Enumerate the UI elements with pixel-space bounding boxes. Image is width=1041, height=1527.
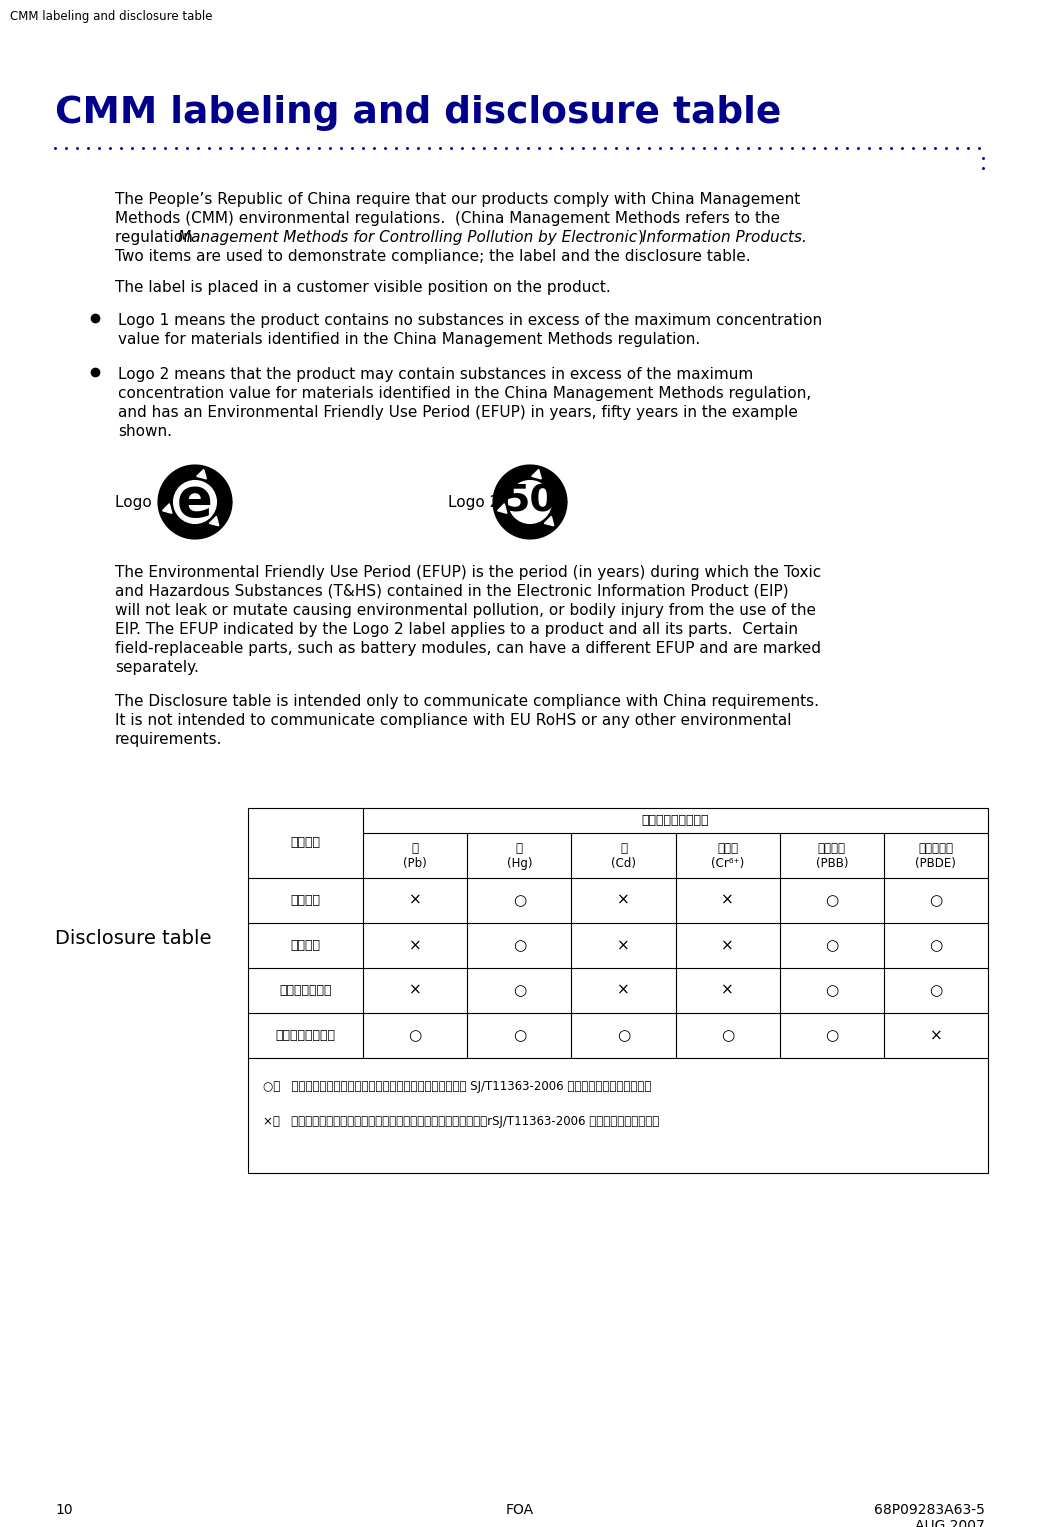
Text: Management Methods for Controlling Pollution by Electronic Information Products.: Management Methods for Controlling Pollu… xyxy=(178,231,807,244)
Text: AUG 2007: AUG 2007 xyxy=(915,1519,985,1527)
Text: and has an Environmental Friendly Use Period (EFUP) in years, fifty years in the: and has an Environmental Friendly Use Pe… xyxy=(118,405,797,420)
Text: ○: ○ xyxy=(930,983,942,999)
Circle shape xyxy=(508,479,552,524)
Text: ○: ○ xyxy=(512,893,526,909)
Polygon shape xyxy=(498,504,507,513)
Polygon shape xyxy=(544,516,554,525)
Text: ○: ○ xyxy=(408,1028,422,1043)
Text: Logo 1 means the product contains no substances in excess of the maximum concent: Logo 1 means the product contains no sub… xyxy=(118,313,822,328)
Text: ○: ○ xyxy=(512,1028,526,1043)
Text: shown.: shown. xyxy=(118,425,172,438)
Text: ×: × xyxy=(721,893,734,909)
Text: 多溡联苯
(PBB): 多溡联苯 (PBB) xyxy=(815,841,848,869)
Text: ○：   表示该有毒有害物质在该部件所有均质材料中的含量均在 SJ/T11363-2006 标准规定的限量要求以下。: ○： 表示该有毒有害物质在该部件所有均质材料中的含量均在 SJ/T11363-2… xyxy=(263,1080,652,1093)
Text: ×: × xyxy=(721,983,734,999)
Text: Two items are used to demonstrate compliance; the label and the disclosure table: Two items are used to demonstrate compli… xyxy=(115,249,751,264)
Text: 镟
(Cd): 镟 (Cd) xyxy=(611,841,636,869)
Text: 铅
(Pb): 铅 (Pb) xyxy=(403,841,427,869)
Text: The label is placed in a customer visible position on the product.: The label is placed in a customer visibl… xyxy=(115,279,611,295)
Text: ○: ○ xyxy=(721,1028,734,1043)
Text: 电缆及电缆组件: 电缆及电缆组件 xyxy=(279,983,332,997)
Text: 有毒有害物质或元素: 有毒有害物质或元素 xyxy=(641,814,709,828)
Text: 塑料和聚合物部件: 塑料和聚合物部件 xyxy=(276,1029,335,1041)
Text: 六价钓
(Cr⁶⁺): 六价钓 (Cr⁶⁺) xyxy=(711,841,744,869)
Text: ×: × xyxy=(930,1028,942,1043)
Text: ○: ○ xyxy=(930,893,942,909)
Text: ×：   表示该有毒有害物质至少在该部件的某一均质材料中的含量超出rSJ/T11363-2006 标准规定的限量要求。: ×： 表示该有毒有害物质至少在该部件的某一均质材料中的含量超出rSJ/T1136… xyxy=(263,1115,659,1128)
Text: ×: × xyxy=(721,938,734,953)
Text: separately.: separately. xyxy=(115,660,199,675)
Text: FOA: FOA xyxy=(506,1503,534,1516)
Text: ×: × xyxy=(409,983,422,999)
Text: ×: × xyxy=(617,893,630,909)
Polygon shape xyxy=(158,466,232,539)
Text: 10: 10 xyxy=(55,1503,73,1516)
Text: 汞
(Hg): 汞 (Hg) xyxy=(507,841,532,869)
Text: ): ) xyxy=(638,231,644,244)
Text: ×: × xyxy=(409,938,422,953)
Bar xyxy=(248,808,988,1173)
Text: and Hazardous Substances (T&HS) contained in the Electronic Information Product : and Hazardous Substances (T&HS) containe… xyxy=(115,583,789,599)
Text: ○: ○ xyxy=(512,983,526,999)
Text: The People’s Republic of China require that our products comply with China Manag: The People’s Republic of China require t… xyxy=(115,192,801,208)
Text: ○: ○ xyxy=(826,893,838,909)
Text: ○: ○ xyxy=(616,1028,630,1043)
Text: ○: ○ xyxy=(512,938,526,953)
Text: Methods (CMM) environmental regulations.  (China Management Methods refers to th: Methods (CMM) environmental regulations.… xyxy=(115,211,780,226)
Text: 68P09283A63-5: 68P09283A63-5 xyxy=(874,1503,985,1516)
Text: ×: × xyxy=(617,938,630,953)
Text: ○: ○ xyxy=(826,983,838,999)
Polygon shape xyxy=(209,516,219,525)
Text: EIP. The EFUP indicated by the Logo 2 label applies to a product and all its par: EIP. The EFUP indicated by the Logo 2 la… xyxy=(115,621,798,637)
Text: concentration value for materials identified in the China Management Methods reg: concentration value for materials identi… xyxy=(118,386,811,402)
Text: ○: ○ xyxy=(930,938,942,953)
Text: CMM labeling and disclosure table: CMM labeling and disclosure table xyxy=(55,95,782,131)
Text: Logo 2 means that the product may contain substances in excess of the maximum: Logo 2 means that the product may contai… xyxy=(118,366,754,382)
Text: regulation: regulation xyxy=(115,231,198,244)
Text: will not leak or mutate causing environmental pollution, or bodily injury from t: will not leak or mutate causing environm… xyxy=(115,603,816,618)
Text: 50: 50 xyxy=(504,483,557,519)
Text: The Environmental Friendly Use Period (EFUP) is the period (in years) during whi: The Environmental Friendly Use Period (E… xyxy=(115,565,821,580)
Text: ○: ○ xyxy=(826,1028,838,1043)
Text: Logo 1: Logo 1 xyxy=(115,495,167,510)
Text: 金属部件: 金属部件 xyxy=(290,893,321,907)
Text: 部件名称: 部件名称 xyxy=(290,837,321,849)
Text: 多溡二苯醚
(PBDE): 多溡二苯醚 (PBDE) xyxy=(915,841,957,869)
Polygon shape xyxy=(493,466,567,539)
Text: ○: ○ xyxy=(826,938,838,953)
Polygon shape xyxy=(532,469,541,479)
Text: ×: × xyxy=(617,983,630,999)
Text: field-replaceable parts, such as battery modules, can have a different EFUP and : field-replaceable parts, such as battery… xyxy=(115,641,821,657)
Text: Disclosure table: Disclosure table xyxy=(55,928,211,947)
Polygon shape xyxy=(197,469,206,479)
Polygon shape xyxy=(162,504,172,513)
Text: CMM labeling and disclosure table: CMM labeling and disclosure table xyxy=(10,11,212,23)
Text: e: e xyxy=(177,475,212,527)
Text: ×: × xyxy=(409,893,422,909)
Text: value for materials identified in the China Management Methods regulation.: value for materials identified in the Ch… xyxy=(118,331,701,347)
Text: It is not intended to communicate compliance with EU RoHS or any other environme: It is not intended to communicate compli… xyxy=(115,713,791,728)
Circle shape xyxy=(173,479,217,524)
Text: requirements.: requirements. xyxy=(115,731,223,747)
Text: The Disclosure table is intended only to communicate compliance with China requi: The Disclosure table is intended only to… xyxy=(115,693,819,709)
Text: 电路模块: 电路模块 xyxy=(290,939,321,951)
Text: Logo 2: Logo 2 xyxy=(448,495,500,510)
